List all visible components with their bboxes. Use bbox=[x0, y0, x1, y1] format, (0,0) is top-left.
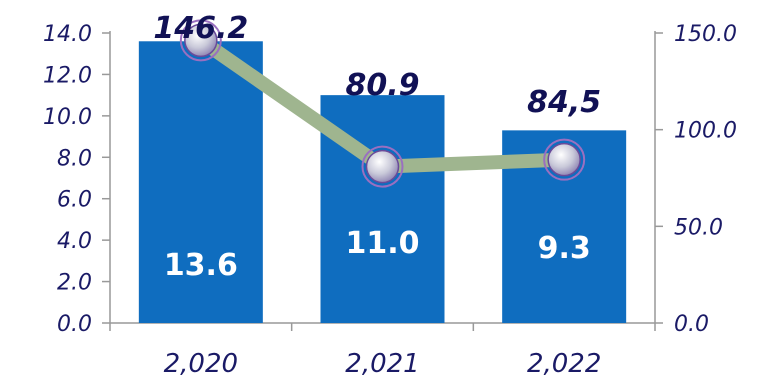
bar-value-label: 9.3 bbox=[538, 231, 591, 266]
left-tick-label: 2.0 bbox=[57, 271, 92, 296]
line-marker-ring bbox=[543, 138, 586, 181]
line-marker-ring bbox=[179, 19, 222, 62]
left-tick-label: 8.0 bbox=[57, 146, 92, 171]
left-tick-label: 12.0 bbox=[43, 63, 92, 88]
x-tick-label: 2,020 bbox=[164, 349, 238, 379]
left-tick-label: 14.0 bbox=[43, 22, 92, 47]
right-tick-label: 50.0 bbox=[674, 215, 723, 240]
right-tick-label: 100.0 bbox=[674, 119, 737, 144]
line-marker bbox=[365, 149, 400, 184]
line-value-label: 80.9 bbox=[345, 68, 419, 103]
x-tick-label: 2,021 bbox=[345, 349, 419, 379]
left-tick-label: 6.0 bbox=[57, 188, 92, 213]
line-marker-ring bbox=[361, 145, 404, 188]
line-value-label: 84,5 bbox=[527, 85, 601, 120]
right-tick-label: 150.0 bbox=[674, 22, 737, 47]
left-tick-label: 0.0 bbox=[57, 312, 92, 337]
line-value-label: 146.2 bbox=[153, 11, 248, 46]
line-marker bbox=[547, 142, 581, 177]
line-marker bbox=[184, 23, 218, 58]
left-tick-label: 10.0 bbox=[43, 105, 92, 130]
bar bbox=[138, 41, 263, 324]
left-tick-label: 4.0 bbox=[57, 229, 92, 254]
bar-value-label: 11.0 bbox=[345, 226, 419, 261]
right-tick-label: 0.0 bbox=[674, 312, 709, 337]
bar-value-label: 13.6 bbox=[164, 248, 238, 283]
x-tick-label: 2,022 bbox=[527, 349, 601, 379]
